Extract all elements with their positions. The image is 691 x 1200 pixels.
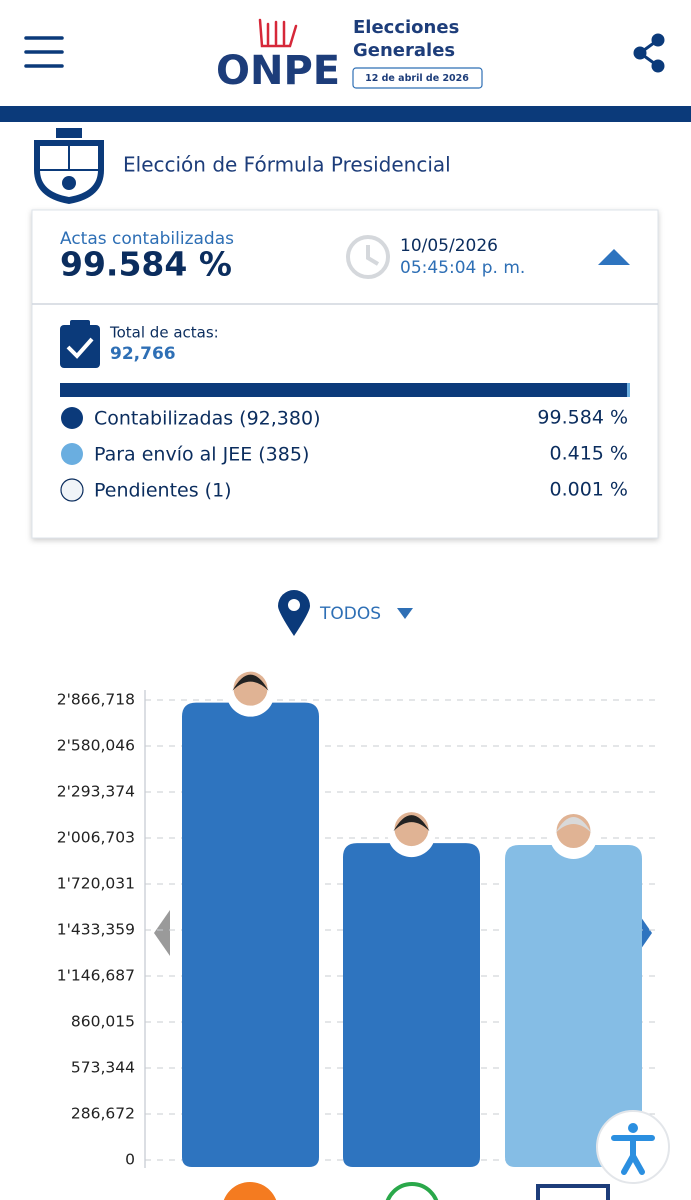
- summary-time: 05:45:04 p. m.: [400, 258, 525, 278]
- clipboard-icon: [60, 320, 100, 368]
- header-bar: [0, 106, 691, 122]
- bar: [505, 845, 642, 1167]
- y-tick-label: 2'293,374: [57, 783, 135, 801]
- y-tick-label: 1'146,687: [57, 967, 135, 985]
- y-tick-label: 0: [125, 1151, 135, 1169]
- y-tick-label: 2'866,718: [57, 691, 135, 709]
- y-tick-label: 1'720,031: [57, 874, 135, 892]
- summary-percent: 99.584 %: [60, 245, 232, 284]
- clock-icon: [346, 235, 390, 279]
- legend-percent: 99.584 %: [537, 407, 628, 429]
- section-title: Elección de Fórmula Presidencial: [123, 153, 451, 177]
- collapse-button[interactable]: [598, 249, 630, 265]
- legend-label: Para envío al JEE (385): [94, 444, 309, 466]
- party-logo: [223, 1182, 277, 1200]
- header-date: 12 de abril de 2026: [365, 73, 469, 84]
- y-tick-label: 2'006,703: [57, 828, 135, 846]
- bar-chart: 0 286,672 573,344 860,015 1'146,687 1'433,359…: [57, 668, 655, 1169]
- summary-date: 10/05/2026: [400, 236, 498, 256]
- legend-dot: [60, 478, 84, 502]
- legend-dot: [61, 443, 83, 465]
- candidate-hair: [232, 674, 269, 691]
- candidate-hair: [555, 817, 592, 834]
- header-line2: Generales: [353, 40, 455, 61]
- progress-bar: [60, 383, 630, 397]
- bar: [182, 702, 319, 1167]
- total-label: Total de actas:: [109, 324, 219, 342]
- logo-hand: [258, 18, 298, 48]
- party-logo: [536, 1184, 610, 1200]
- y-tick-label: 573,344: [71, 1058, 135, 1076]
- prev-arrow[interactable]: [154, 910, 170, 956]
- filter-label[interactable]: TODOS: [319, 604, 381, 624]
- menu-button[interactable]: [24, 36, 64, 68]
- y-tick-label: 1'433,359: [57, 921, 135, 939]
- total-value: 92,766: [110, 344, 176, 364]
- filter-dropdown[interactable]: [397, 608, 413, 619]
- date-box: [352, 67, 483, 89]
- summary-card: [31, 209, 659, 539]
- legend-percent: 0.415 %: [550, 443, 629, 465]
- header-line1: Elecciones: [353, 17, 459, 38]
- bar: [343, 843, 480, 1167]
- summary-label: Actas contabilizadas: [60, 229, 234, 249]
- progress-tip: [627, 383, 630, 397]
- logo-text: ONPE: [216, 48, 340, 94]
- legend-label: Contabilizadas (92,380): [94, 408, 321, 430]
- shield: [34, 128, 104, 204]
- legend-label: Pendientes (1): [94, 480, 232, 502]
- party-logo: [385, 1182, 439, 1200]
- candidate-hair: [393, 815, 430, 832]
- location-pin: [278, 590, 310, 636]
- legend-dot: [61, 407, 83, 429]
- share-button[interactable]: [633, 33, 665, 73]
- y-tick-label: 286,672: [71, 1105, 135, 1123]
- y-tick-label: 860,015: [71, 1013, 135, 1031]
- accessibility-button[interactable]: [596, 1110, 670, 1184]
- y-tick-label: 2'580,046: [57, 737, 135, 755]
- legend-percent: 0.001 %: [550, 479, 629, 501]
